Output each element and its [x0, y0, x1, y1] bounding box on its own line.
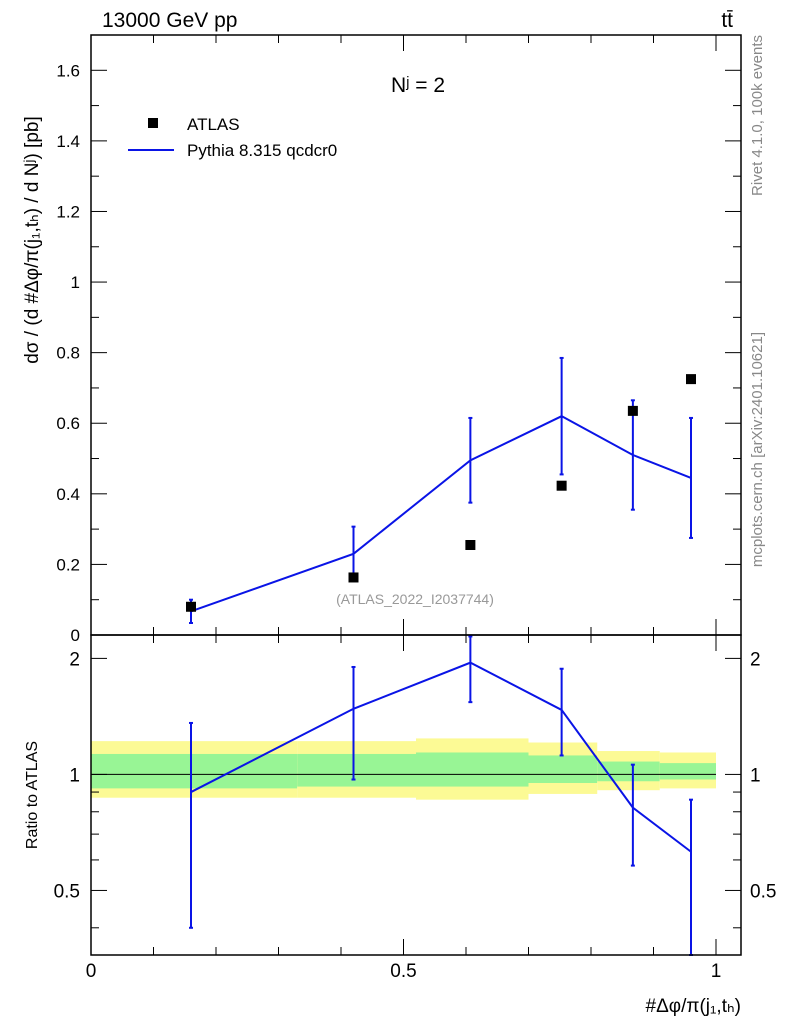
- ratio-uncertainty-band-green: [91, 753, 298, 789]
- atlas-data-point: [465, 540, 476, 550]
- legend-label-pythia: Pythia 8.315 qcdcr0: [187, 141, 337, 160]
- atlas-data-point: [627, 405, 638, 416]
- mc-line: [190, 415, 692, 613]
- ratio-uncertainty-band-green: [659, 763, 716, 780]
- main-ytick-label: 1.2: [56, 202, 80, 221]
- ratio-xtick-label: 0: [86, 961, 97, 982]
- main-annotation: Nʲ = 2: [391, 74, 445, 97]
- ratio-x-axis-label: #Δφ/π(j₁,tₕ): [646, 996, 742, 1017]
- ratio-uncertainty-band-green: [597, 761, 660, 782]
- ratio-mc-line: [190, 661, 692, 853]
- ratio-y-axis-label: Ratio to ATLAS: [24, 741, 41, 849]
- ratio-ytick-label-left: 0.5: [54, 881, 80, 902]
- atlas-data-point: [348, 572, 359, 583]
- main-ytick-label: 1: [71, 273, 80, 292]
- ratio-uncertainty-band-green: [528, 755, 598, 784]
- main-ytick-label: 1.6: [56, 61, 80, 80]
- ratio-uncertainty-band-green: [416, 752, 529, 787]
- ratio-plot-panel: 0.5 0.5 1 1 2 2 0 0.5 1 Ratio to ATLAS #Δφ/π(j₁,…: [24, 634, 776, 1017]
- main-y-zero-label: 0: [71, 626, 80, 645]
- energy-label: 13000 GeV pp: [102, 9, 237, 32]
- atlas-data-point: [686, 374, 696, 385]
- mcplots-side-label: mcplots.cern.ch [arXiv:2401.10621]: [749, 332, 766, 567]
- ratio-xtick-label: 0.5: [390, 961, 416, 982]
- process-label: tt̄: [721, 9, 733, 32]
- main-ytick-label: 0.4: [56, 485, 80, 504]
- ratio-ytick-label-left: 2: [69, 649, 80, 670]
- main-ytick-label: 0.2: [56, 555, 80, 574]
- ratio-ytick-label-right: 1: [750, 765, 761, 786]
- main-ytick-label: 0.8: [56, 344, 80, 363]
- main-y-axis-label: dσ / (d #Δφ/π(j₁,tₕ) / d Nʲ) [pb]: [22, 116, 43, 364]
- ratio-xtick-label: 1: [711, 961, 722, 982]
- ratio-ytick-label-left: 1: [69, 765, 80, 786]
- watermark-label: (ATLAS_2022_I2037744): [336, 591, 494, 607]
- ratio-uncertainty-band-green: [297, 753, 416, 787]
- main-ytick-label: 1.4: [56, 132, 80, 151]
- ratio-ytick-label-right: 0.5: [750, 881, 776, 902]
- legend-label-atlas: ATLAS: [187, 115, 240, 134]
- legend-marker-atlas: [148, 118, 158, 128]
- legend: ATLAS Pythia 8.315 qcdcr0: [128, 115, 337, 160]
- rivet-side-label: Rivet 4.1.0, 100k events: [749, 35, 766, 196]
- main-plot-panel: Nʲ = 2 (ATLAS_2022_I2037744) 0.2 0.4 0.6 0.…: [22, 34, 742, 645]
- atlas-data-point: [186, 601, 196, 612]
- ratio-plot-frame: [90, 634, 742, 956]
- atlas-data-point: [556, 480, 567, 491]
- main-ytick-label: 0.6: [56, 414, 80, 433]
- ratio-ytick-label-right: 2: [750, 649, 761, 670]
